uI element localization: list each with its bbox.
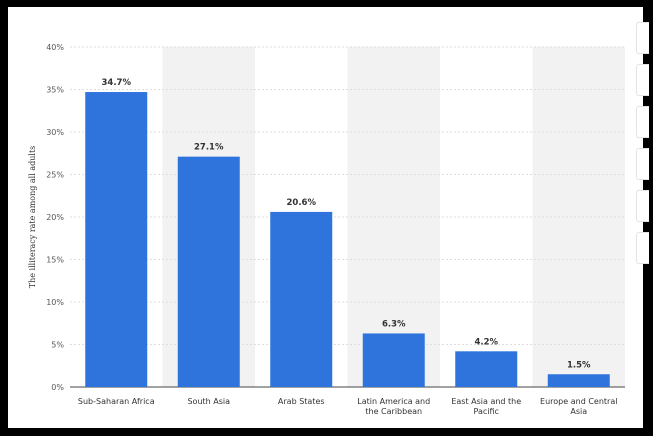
x-tick-label: East Asia and the Pacific: [451, 397, 521, 416]
y-tick-label: 30%: [46, 128, 64, 137]
side-toolbar-button[interactable]: [636, 190, 649, 222]
x-tick-label: South Asia: [187, 397, 230, 406]
bar: [362, 333, 425, 387]
x-tick-label: Arab States: [278, 397, 325, 406]
bar: [547, 374, 610, 387]
bar: [177, 156, 240, 387]
y-tick-label: 0%: [51, 383, 64, 392]
bar: [270, 211, 333, 387]
x-tick-label: Europe and Central Asia: [540, 397, 617, 416]
y-tick-label: 40%: [46, 43, 64, 52]
data-label: 1.5%: [567, 360, 591, 370]
side-toolbar-button[interactable]: [636, 64, 649, 96]
y-tick-label: 20%: [46, 213, 64, 222]
y-tick-label: 35%: [46, 86, 64, 95]
side-toolbar-button[interactable]: [636, 232, 649, 264]
bar: [455, 351, 518, 387]
bar-chart: 0% 5% 10% 15% 20% 25% 30% 35% 40% 34.7% Sub-Sahara…: [28, 43, 625, 416]
y-axis-label: The illiteracy rate among all adults: [28, 146, 37, 289]
x-tick-label: Latin America and the Caribbean: [357, 397, 430, 416]
chart-frame: 0% 5% 10% 15% 20% 25% 30% 35% 40% 34.7% Sub-Sahara…: [8, 7, 649, 428]
data-label: 4.2%: [474, 337, 498, 347]
y-tick-label: 5%: [51, 341, 64, 350]
data-label: 6.3%: [382, 319, 406, 329]
x-tick-label: Sub-Saharan Africa: [78, 397, 155, 406]
side-toolbar-button[interactable]: [636, 22, 649, 54]
data-label: 20.6%: [287, 198, 317, 208]
data-label: 34.7%: [102, 78, 132, 88]
side-toolbar-button[interactable]: [636, 148, 649, 180]
y-tick-label: 10%: [46, 298, 64, 307]
data-label: 27.1%: [194, 143, 224, 153]
bar: [85, 92, 148, 388]
y-tick-label: 25%: [46, 171, 64, 180]
side-toolbar-button[interactable]: [636, 106, 649, 138]
y-tick-label: 15%: [46, 256, 64, 265]
